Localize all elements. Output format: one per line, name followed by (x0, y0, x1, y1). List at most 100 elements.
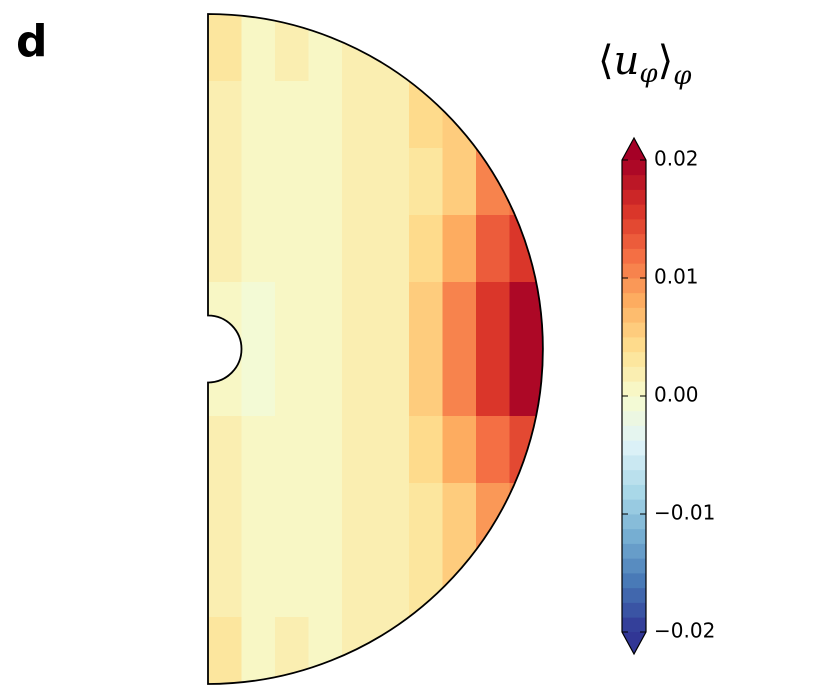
symbol: u (614, 38, 640, 84)
colorbar-tick-label: 0.01 (654, 265, 699, 289)
colorbar-level (622, 219, 646, 235)
colorbar: 0.02 0.01 0.00 −0.01 −0.02 (621, 136, 715, 656)
field-cell (241, 483, 276, 551)
field-cell (509, 483, 543, 551)
colorbar-level (622, 381, 646, 397)
colorbar-level (622, 499, 646, 515)
field-cell (275, 416, 309, 484)
field-cell (476, 148, 510, 216)
colorbar-level (622, 263, 646, 279)
field-cell (375, 215, 410, 283)
colorbar-level (622, 204, 646, 220)
field-cell (409, 148, 443, 216)
field-cell (476, 550, 510, 618)
field-cell (342, 416, 376, 484)
colorbar-level (622, 573, 646, 589)
field-cell (409, 617, 443, 684)
field-cell (342, 148, 376, 216)
field-cell (409, 14, 443, 82)
field-cell (208, 416, 242, 484)
field-cell (409, 483, 443, 551)
field-cell (442, 617, 477, 684)
field-cell (241, 215, 276, 283)
colorbar-level (622, 425, 646, 441)
field-cell (476, 483, 510, 551)
field-cell (442, 483, 477, 551)
field-cell (342, 349, 376, 417)
field-cell (241, 148, 276, 216)
field-cell (509, 282, 543, 350)
colorbar-tick-label: 0.00 (654, 383, 699, 407)
field-cell (275, 282, 309, 350)
colorbar-level (622, 233, 646, 249)
colorbar-level (622, 351, 646, 367)
field-cell (442, 349, 477, 417)
field-cell (241, 282, 276, 350)
colorbar-level (622, 587, 646, 603)
colorbar-level (622, 189, 646, 205)
field-cell (476, 416, 510, 484)
field-cell (275, 215, 309, 283)
colorbar-extend (622, 138, 646, 160)
field-cell (375, 617, 410, 684)
field-cell (275, 617, 309, 684)
field-cell (275, 349, 309, 417)
field-cell (342, 617, 376, 684)
field-cell (476, 349, 510, 417)
field-cell (409, 416, 443, 484)
field-cell (375, 550, 410, 618)
subscript: φ (673, 61, 692, 91)
field-cell (208, 550, 242, 618)
field-cell (308, 550, 343, 618)
field-cell (509, 215, 543, 283)
field-cell (442, 14, 477, 82)
field-cell (241, 416, 276, 484)
field-cell (375, 483, 410, 551)
colorbar-level (622, 248, 646, 264)
colorbar-level (622, 514, 646, 530)
field-cell (308, 282, 343, 350)
field-cell (241, 14, 276, 82)
field-cell (476, 617, 510, 684)
field-cell (342, 282, 376, 350)
colorbar-level (622, 307, 646, 323)
colorbar-tick-label: −0.01 (654, 501, 715, 525)
colorbar-level (622, 617, 646, 633)
field-cell (308, 349, 343, 417)
field-cell (342, 483, 376, 551)
bracket: ⟨ (598, 38, 614, 84)
field-cell (375, 282, 410, 350)
field-cell (476, 81, 510, 149)
domain-outline (207, 13, 544, 685)
colorbar-level (622, 337, 646, 353)
bracket: ⟩ (658, 38, 674, 84)
field-cell (375, 81, 410, 149)
subscript: φ (639, 59, 658, 89)
field-cell (241, 81, 276, 149)
field-cell (208, 148, 242, 216)
field-cell (409, 81, 443, 149)
field-cell (409, 282, 443, 350)
colorbar-level (622, 292, 646, 308)
field-cell (442, 215, 477, 283)
colorbar-level (622, 366, 646, 382)
colorbar-level (622, 543, 646, 559)
field-cell (442, 282, 477, 350)
field-cell (241, 550, 276, 618)
colorbar-level (622, 174, 646, 190)
field-cell (308, 617, 343, 684)
field-cell (208, 215, 242, 283)
field-cell (208, 14, 242, 82)
field-cell (275, 483, 309, 551)
colorbar-level (622, 322, 646, 338)
field-cell (342, 215, 376, 283)
panel-label: d (16, 16, 48, 67)
field-cell (275, 550, 309, 618)
field-cell (241, 349, 276, 417)
field-cell (342, 81, 376, 149)
field-cell (476, 282, 510, 350)
field-cell (308, 148, 343, 216)
colorbar-level (622, 602, 646, 618)
colorbar-level (622, 558, 646, 574)
colorbar-tick-label: −0.02 (654, 619, 715, 643)
